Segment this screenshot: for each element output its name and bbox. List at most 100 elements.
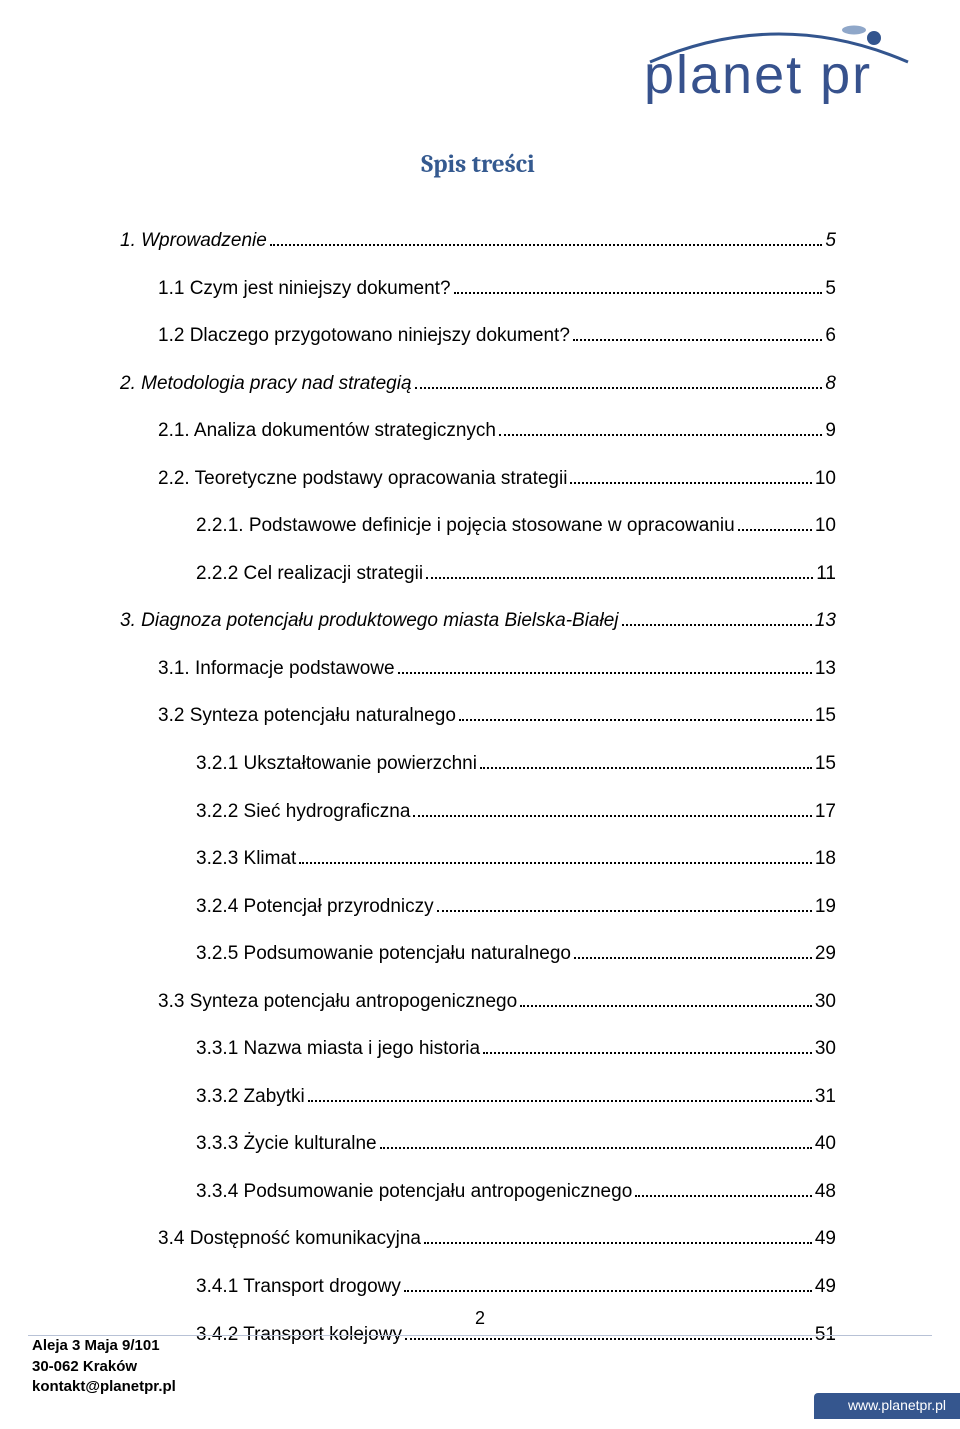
toc-leader-dots (574, 957, 812, 959)
toc-entry[interactable]: 3.2.5 Podsumowanie potencjału naturalneg… (120, 940, 836, 968)
toc-entry-label: 2.2. Teoretyczne podstawy opracowania st… (158, 465, 567, 493)
company-logo: planet pr (644, 18, 914, 110)
toc-leader-dots (415, 387, 823, 389)
toc-leader-dots (483, 1052, 812, 1054)
toc-leader-dots (380, 1147, 812, 1149)
toc-entry[interactable]: 3.2.2 Sieć hydrograficzna 17 (120, 798, 836, 826)
toc-entry-label: 3.3 Synteza potencjału antropogenicznego (158, 988, 517, 1016)
toc-entry[interactable]: 1.2 Dlaczego przygotowano niniejszy doku… (120, 322, 836, 350)
toc-entry[interactable]: 3.4.1 Transport drogowy 49 (120, 1273, 836, 1301)
toc-entry-page: 18 (815, 845, 836, 873)
toc-entry[interactable]: 3. Diagnoza potencjału produktowego mias… (120, 607, 836, 635)
toc-entry-page: 6 (825, 322, 836, 350)
toc-leader-dots (404, 1290, 812, 1292)
toc-entry-label: 2. Metodologia pracy nad strategią (120, 370, 412, 398)
toc-entry-page: 49 (815, 1273, 836, 1301)
toc-leader-dots (454, 292, 823, 294)
toc-leader-dots (413, 815, 811, 817)
toc-entry[interactable]: 3.1. Informacje podstawowe 13 (120, 655, 836, 683)
toc-entry[interactable]: 1.1 Czym jest niniejszy dokument? 5 (120, 275, 836, 303)
content-area: Spis treści 1. Wprowadzenie51.1 Czym jes… (120, 150, 836, 1368)
toc-entry[interactable]: 3.3.1 Nazwa miasta i jego historia30 (120, 1035, 836, 1063)
toc-entry[interactable]: 3.2.3 Klimat 18 (120, 845, 836, 873)
toc-entry-label: 3.2.1 Ukształtowanie powierzchni (196, 750, 477, 778)
toc-leader-dots (426, 577, 813, 579)
page-number: 2 (0, 1308, 960, 1329)
toc-entry-label: 3.2.2 Sieć hydrograficzna (196, 798, 410, 826)
toc-leader-dots (398, 672, 812, 674)
toc-entry-page: 13 (815, 655, 836, 683)
toc-entry-label: 3.2.4 Potencjał przyrodniczy (196, 893, 434, 921)
toc-entry-page: 10 (815, 512, 836, 540)
toc-entry-page: 15 (815, 702, 836, 730)
toc-entry[interactable]: 3.4 Dostępność komunikacyjna 49 (120, 1225, 836, 1253)
toc-entry[interactable]: 3.3.4 Podsumowanie potencjału antropogen… (120, 1178, 836, 1206)
toc-leader-dots (499, 434, 822, 436)
toc-entry[interactable]: 3.3.3 Życie kulturalne 40 (120, 1130, 836, 1158)
logo-text: planet pr (644, 44, 872, 106)
footer-address: Aleja 3 Maja 9/101 30-062 Kraków kontakt… (32, 1336, 176, 1397)
toc-entry[interactable]: 1. Wprowadzenie 5 (120, 227, 836, 255)
toc-entry[interactable]: 3.3.2 Zabytki31 (120, 1083, 836, 1111)
toc-entry-label: 3.4 Dostępność komunikacyjna (158, 1225, 421, 1253)
toc-list: 1. Wprowadzenie51.1 Czym jest niniejszy … (120, 227, 836, 1348)
toc-entry-page: 30 (815, 988, 836, 1016)
footer: Aleja 3 Maja 9/101 30-062 Kraków kontakt… (0, 1335, 960, 1419)
toc-entry-label: 3.3.3 Życie kulturalne (196, 1130, 377, 1158)
toc-entry-page: 13 (815, 607, 836, 635)
toc-leader-dots (459, 719, 812, 721)
toc-leader-dots (424, 1242, 812, 1244)
toc-entry-label: 3.2.5 Podsumowanie potencjału naturalneg… (196, 940, 571, 968)
toc-entry-label: 3.3.1 Nazwa miasta i jego historia (196, 1035, 480, 1063)
address-line-1: Aleja 3 Maja 9/101 (32, 1336, 176, 1356)
toc-entry-label: 3.4.1 Transport drogowy (196, 1273, 401, 1301)
toc-entry[interactable]: 2. Metodologia pracy nad strategią 8 (120, 370, 836, 398)
toc-leader-dots (570, 482, 811, 484)
toc-entry[interactable]: 3.2.1 Ukształtowanie powierzchni 15 (120, 750, 836, 778)
toc-entry-label: 3.1. Informacje podstawowe (158, 655, 395, 683)
toc-entry-label: 1.1 Czym jest niniejszy dokument? (158, 275, 451, 303)
toc-entry[interactable]: 2.2.2 Cel realizacji strategii 11 (120, 560, 836, 588)
toc-entry-label: 3.2.3 Klimat (196, 845, 296, 873)
address-line-2: 30-062 Kraków (32, 1357, 176, 1377)
toc-entry-label: 2.2.1. Podstawowe definicje i pojęcia st… (196, 512, 735, 540)
toc-entry-page: 48 (815, 1178, 836, 1206)
toc-entry-page: 19 (815, 893, 836, 921)
toc-entry[interactable]: 2.2. Teoretyczne podstawy opracowania st… (120, 465, 836, 493)
toc-leader-dots (308, 1100, 812, 1102)
toc-entry-page: 8 (825, 370, 836, 398)
toc-entry[interactable]: 3.2 Synteza potencjału naturalnego 15 (120, 702, 836, 730)
toc-entry-page: 40 (815, 1130, 836, 1158)
toc-leader-dots (635, 1195, 812, 1197)
toc-entry-page: 5 (825, 275, 836, 303)
toc-entry-label: 1. Wprowadzenie (120, 227, 267, 255)
toc-entry-page: 17 (815, 798, 836, 826)
document-page: planet pr Spis treści 1. Wprowadzenie51.… (0, 0, 960, 1429)
toc-entry-label: 3.3.2 Zabytki (196, 1083, 305, 1111)
toc-entry-label: 1.2 Dlaczego przygotowano niniejszy doku… (158, 322, 570, 350)
toc-entry-label: 3.2 Synteza potencjału naturalnego (158, 702, 456, 730)
toc-entry[interactable]: 3.2.4 Potencjał przyrodniczy 19 (120, 893, 836, 921)
toc-leader-dots (573, 339, 823, 341)
toc-entry-page: 5 (825, 227, 836, 255)
toc-leader-dots (520, 1005, 812, 1007)
toc-entry-label: 2.2.2 Cel realizacji strategii (196, 560, 423, 588)
toc-entry-page: 10 (815, 465, 836, 493)
toc-leader-dots (437, 910, 812, 912)
address-line-3: kontakt@planetpr.pl (32, 1377, 176, 1397)
toc-leader-dots (622, 624, 812, 626)
toc-entry-label: 2.1. Analiza dokumentów strategicznych (158, 417, 496, 445)
toc-entry[interactable]: 2.1. Analiza dokumentów strategicznych9 (120, 417, 836, 445)
toc-entry-page: 49 (815, 1225, 836, 1253)
toc-entry-label: 3. Diagnoza potencjału produktowego mias… (120, 607, 619, 635)
toc-entry[interactable]: 3.3 Synteza potencjału antropogenicznego… (120, 988, 836, 1016)
toc-leader-dots (738, 529, 812, 531)
toc-entry-page: 11 (816, 560, 836, 588)
toc-entry-page: 15 (815, 750, 836, 778)
toc-leader-dots (480, 767, 812, 769)
toc-entry-label: 3.3.4 Podsumowanie potencjału antropogen… (196, 1178, 632, 1206)
footer-website-bar: www.planetpr.pl (814, 1393, 960, 1419)
toc-leader-dots (270, 244, 823, 246)
toc-entry[interactable]: 2.2.1. Podstawowe definicje i pojęcia st… (120, 512, 836, 540)
toc-entry-page: 29 (815, 940, 836, 968)
